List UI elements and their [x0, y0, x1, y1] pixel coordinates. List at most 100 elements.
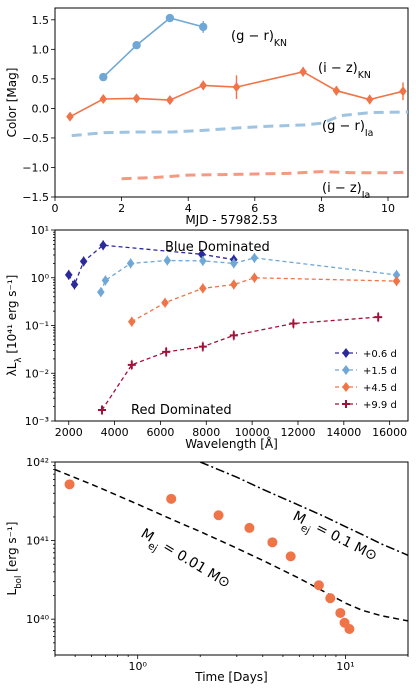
bolometric-panel: 10⁰ 10¹ 10⁴⁰ 10⁴¹ 10⁴² Time [Days] Lbol [erg s…: [5, 456, 409, 684]
color-x-label: 8: [318, 202, 325, 215]
color-point: [99, 93, 108, 104]
sed-ylabel-rest: [10⁴¹ erg s⁻¹]: [5, 275, 19, 358]
bol-point: [166, 493, 177, 504]
color-series-3: [121, 170, 409, 181]
color-y-label: 1.0: [32, 43, 50, 56]
color-series-label-2-sub: Ia: [365, 128, 373, 139]
sed-series-2: [127, 272, 401, 327]
bol-point: [285, 551, 296, 562]
color-series-label-2: (g − r)Ia: [322, 119, 373, 139]
bol-ylabel: Lbol [erg s⁻¹]: [5, 522, 24, 596]
color-point: [198, 22, 208, 32]
sed-y-label: 10⁻¹: [25, 320, 49, 333]
sed-point: [199, 255, 207, 266]
bol-point: [335, 607, 346, 618]
bol-model-label-0-rest: = 0.01 M⊙: [156, 537, 233, 592]
color-series-label-0-sub: KN: [274, 38, 287, 49]
color-point: [232, 82, 241, 93]
sed-point: [250, 252, 259, 263]
color-series-label-0-main: (g − r): [231, 29, 274, 44]
sed-point: [127, 316, 136, 327]
color-point: [132, 41, 141, 50]
color-point: [199, 80, 207, 91]
color-series-label-0: (g − r)KN: [231, 29, 287, 49]
sed-legend-marker: [342, 348, 350, 358]
sed-point: [70, 279, 79, 290]
color-series-label-1-main: (i − z): [318, 61, 358, 76]
sed-point: [126, 258, 135, 269]
sed-point: [64, 269, 73, 280]
sed-legend-label: +9.9 d: [363, 400, 397, 411]
color-x-label: 4: [185, 202, 192, 215]
sed-legend-label: +4.5 d: [363, 383, 397, 394]
color-panel: 0 2 4 6 8 10 −1.5 −1.0 −0.5 0.0 0.5 1.0 1.5 MJD - 579…: [5, 7, 409, 227]
sed-point: [79, 256, 88, 267]
sed-point: [161, 297, 169, 308]
color-point: [66, 111, 74, 122]
sed-series-1: [97, 252, 401, 298]
sed-ylabel: λLλ [10⁴¹ erg s⁻¹]: [5, 275, 24, 377]
sed-point: [197, 249, 206, 260]
sed-series-line: [131, 277, 397, 323]
color-series-2: [71, 110, 409, 138]
bol-model-label-0: Mej = 0.01 M⊙: [136, 526, 233, 596]
color-x-label: 2: [118, 202, 125, 215]
color-point: [332, 85, 341, 96]
sed-legend-label: +0.6 d: [363, 349, 397, 360]
sed-xlabel: Wavelength [Å]: [185, 436, 278, 451]
bol-x-label: 10⁰: [128, 660, 147, 673]
color-series-label-3-main: (i − z): [322, 181, 362, 196]
sed-legend-marker: [342, 400, 350, 408]
color-y-label: 1.5: [32, 14, 50, 27]
bol-models: [55, 462, 408, 622]
color-point: [132, 93, 141, 104]
sed-point: [127, 360, 136, 369]
sed-x-label: 16000: [372, 426, 407, 439]
color-series-label-2-main: (g − r): [322, 119, 365, 134]
color-point: [166, 95, 174, 106]
bol-point: [64, 479, 75, 490]
red-dominated-annotation: Red Dominated: [131, 403, 232, 418]
color-point: [165, 13, 175, 23]
color-series-line: [71, 110, 409, 138]
color-series-label-3: (i − z)Ia: [322, 181, 370, 201]
bol-x-label: 10¹: [336, 660, 354, 673]
sed-x-label: 6000: [146, 426, 174, 439]
sed-point: [162, 347, 171, 356]
sed-point: [97, 287, 105, 298]
color-xlabel: MJD - 57982.53: [185, 213, 277, 227]
color-y-label: 0.5: [32, 73, 50, 86]
sed-ylabel-main: λL: [5, 362, 19, 376]
sed-point: [392, 276, 401, 287]
color-x-label: 0: [52, 202, 59, 215]
sed-y-label: 10⁻³: [25, 415, 49, 428]
color-series-label-1-sub: KN: [358, 70, 371, 81]
bolometric-plot-frame: [54, 461, 409, 656]
bol-point: [267, 537, 278, 548]
sed-series-3: [97, 312, 383, 415]
color-point: [399, 86, 407, 97]
bol-point: [244, 522, 255, 533]
bol-point: [344, 623, 355, 634]
color-series-line: [102, 17, 204, 78]
bol-model-label-1: Mej = 0.1 M⊙: [288, 508, 380, 568]
sed-panel: 2000 4000 6000 8000 10000 12000 14000 16000 10⁻³…: [5, 224, 409, 451]
bol-point: [213, 510, 224, 521]
color-series-label-1: (i − z)KN: [318, 61, 371, 81]
bol-ylabel-main: L: [5, 588, 19, 595]
sed-point: [229, 331, 238, 340]
sed-point: [99, 240, 107, 251]
bol-point: [325, 593, 336, 604]
sed-y-label: 10⁻²: [25, 367, 49, 380]
color-series-1: [66, 66, 407, 122]
sed-point: [250, 272, 259, 283]
color-plot-frame: [54, 7, 409, 198]
color-series-line: [121, 170, 409, 181]
bol-ylabel-sub: bol: [14, 576, 24, 589]
bol-y-label: 10⁴²: [26, 456, 49, 469]
sed-point: [374, 313, 383, 322]
sed-x-label: 4000: [101, 426, 129, 439]
sed-x-label: 12000: [280, 426, 315, 439]
sed-point: [198, 342, 207, 351]
sed-point: [199, 283, 207, 294]
